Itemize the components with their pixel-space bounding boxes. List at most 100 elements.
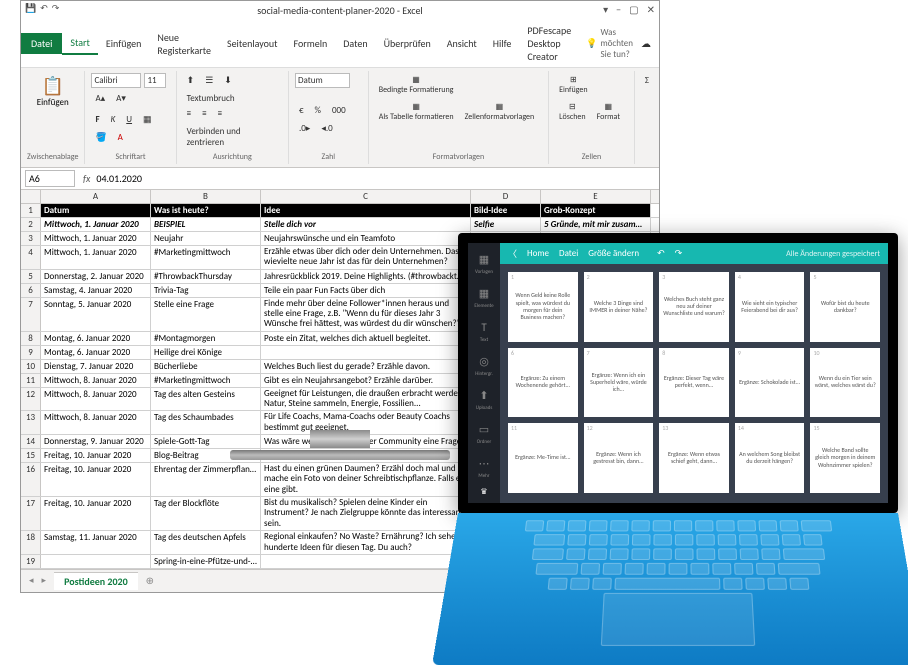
format-as-table-button[interactable]: ▦Als Tabelle formatieren <box>375 100 458 124</box>
new-sheet-icon[interactable]: ⊕ <box>146 574 154 587</box>
align-bottom-icon[interactable]: ⬇ <box>220 73 236 88</box>
design-card[interactable]: 8Ergänze: Dieser Tag wäre perfekt, wenn.… <box>659 348 729 418</box>
row-number[interactable]: 5 <box>21 270 41 283</box>
canva-canvas[interactable]: 1Wenn Geld keine Rolle spielt, was würde… <box>500 264 888 503</box>
design-card[interactable]: 11Ergänze: Me-Time ist... <box>508 423 578 493</box>
row-number[interactable]: 16 <box>21 463 41 496</box>
cell-datum[interactable]: Montag, 6. Januar 2020 <box>41 332 151 345</box>
autosum-icon[interactable]: Σ <box>641 73 653 88</box>
decrease-decimal-icon[interactable]: ◂.0 <box>317 121 336 136</box>
row-number[interactable]: 7 <box>21 298 41 331</box>
cell-datum[interactable]: Freitag, 10. Januar 2020 <box>41 449 151 462</box>
cell-datum[interactable]: Dienstag, 7. Januar 2020 <box>41 360 151 373</box>
align-center-icon[interactable]: ≡ <box>198 106 210 121</box>
cell-idee[interactable]: Neujahrswünsche und ein Teamfoto <box>261 232 471 245</box>
design-card[interactable]: 14An welchem Song bleibst du derzeit hän… <box>735 423 805 493</box>
row-number[interactable]: 1 <box>21 204 41 217</box>
italic-button[interactable]: K <box>107 112 120 127</box>
design-card[interactable]: 3Welches Buch steht ganz neu auf deiner … <box>659 272 729 342</box>
formula-input[interactable] <box>96 172 655 185</box>
cell-datum[interactable]: Sonntag, 5. Januar 2020 <box>41 298 151 331</box>
row-number[interactable]: 3 <box>21 232 41 245</box>
sidebar-item[interactable]: TText <box>474 317 494 343</box>
decrease-font-icon[interactable]: A▾ <box>112 91 130 106</box>
sidebar-item[interactable]: ▦Elemente <box>474 283 494 309</box>
redo-icon[interactable]: ↷ <box>675 248 683 259</box>
name-box[interactable] <box>25 170 75 187</box>
cell-was-ist-heute[interactable]: Tag des deutschen Apfels <box>151 531 261 554</box>
align-right-icon[interactable]: ≡ <box>214 106 226 121</box>
close-icon[interactable]: ✕ <box>647 3 655 16</box>
cell-datum[interactable]: Mittwoch, 1. Januar 2020 <box>41 246 151 269</box>
sidebar-item[interactable]: ◎Hintergr. <box>474 351 494 377</box>
window-controls[interactable]: ▾ − ▢ ✕ <box>603 3 655 16</box>
cell-datum[interactable]: Mittwoch, 8. Januar 2020 <box>41 388 151 411</box>
cell-idee[interactable]: Regional einkaufen? No Waste? Ernährung?… <box>261 531 471 554</box>
header-was-ist-heute[interactable]: Was ist heute? <box>151 204 261 217</box>
row-number[interactable]: 14 <box>21 435 41 448</box>
design-card[interactable]: 5Wofür bist du heute dankbar? <box>810 272 880 342</box>
number-format-select[interactable]: Datum <box>295 73 350 88</box>
cell-datum[interactable]: Samstag, 11. Januar 2020 <box>41 531 151 554</box>
cell-idee[interactable]: Bist du musikalisch? Spielen deine Kinde… <box>261 497 471 530</box>
trackpad[interactable] <box>601 593 755 646</box>
font-color-button[interactable]: A <box>114 130 127 145</box>
row-number[interactable]: 4 <box>21 246 41 269</box>
row-number[interactable]: 9 <box>21 346 41 359</box>
cell-was-ist-heute[interactable]: #Marketingmittwoch <box>151 246 261 269</box>
col-header-b[interactable]: B <box>151 190 261 203</box>
row-number[interactable]: 11 <box>21 374 41 387</box>
cell-was-ist-heute[interactable]: Ehrentag der Zimmerpflanze <box>151 463 261 496</box>
format-cells-button[interactable]: ▦Format <box>593 100 624 124</box>
design-card[interactable]: 15Welche Band sollte gleich morgen in de… <box>810 423 880 493</box>
col-header-c[interactable]: C <box>261 190 471 203</box>
design-card[interactable]: 7Ergänze: Wenn ich ein Superheld wäre, w… <box>584 348 654 418</box>
sidebar-item[interactable]: ⋯Mehr <box>474 453 494 479</box>
design-card[interactable]: 2Welche 3 Dinge sind IMMER in deiner Näh… <box>584 272 654 342</box>
row-number[interactable]: 10 <box>21 360 41 373</box>
nav-resize[interactable]: Größe ändern <box>588 248 639 259</box>
cell-was-ist-heute[interactable]: #Marketingmittwoch <box>151 374 261 387</box>
cell-styles-button[interactable]: ▦Zellenformatvorlagen <box>461 100 539 124</box>
row-number[interactable]: 13 <box>21 411 41 434</box>
cell-idee[interactable]: Welches Buch liest du gerade? Erzähle da… <box>261 360 471 373</box>
cell-idee[interactable]: Finde mehr über deine Follower*innen her… <box>261 298 471 331</box>
sidebar-item[interactable]: ⬆Uploads <box>474 385 494 411</box>
crown-icon[interactable]: ♛ <box>480 487 487 497</box>
cell-was-ist-heute[interactable]: Stelle eine Frage <box>151 298 261 331</box>
tab-daten[interactable]: Daten <box>335 33 375 54</box>
design-card[interactable]: 9Ergänze: Schokolade ist... <box>735 348 805 418</box>
header-idee[interactable]: Idee <box>261 204 471 217</box>
col-header-a[interactable]: A <box>41 190 151 203</box>
align-left-icon[interactable]: ≡ <box>183 106 195 121</box>
sheet-nav-prev-icon[interactable]: ◂ <box>29 575 34 586</box>
tab-einfuegen[interactable]: Einfügen <box>98 33 150 54</box>
merge-center-button[interactable]: Verbinden und zentrieren <box>183 124 282 150</box>
currency-icon[interactable]: € <box>295 103 308 118</box>
cell-bild-idee[interactable]: Selfie <box>471 218 541 231</box>
font-name-select[interactable]: Calibri <box>91 73 141 88</box>
nav-home[interactable]: Home <box>527 248 549 259</box>
align-middle-icon[interactable]: ☰ <box>201 73 217 88</box>
insert-cells-button[interactable]: ⊞Einfügen <box>555 73 591 97</box>
cond-format-button[interactable]: ▦Bedingte Formatierung <box>375 73 458 97</box>
header-grob-konzept[interactable]: Grob-Konzept <box>541 204 651 217</box>
sidebar-item[interactable]: ▦Vorlagen <box>474 249 494 275</box>
tab-start[interactable]: Start <box>62 32 97 55</box>
tab-hilfe[interactable]: Hilfe <box>485 33 520 54</box>
cell-was-ist-heute[interactable]: Tag der Blockflöte <box>151 497 261 530</box>
redo-icon[interactable]: ↷ <box>52 3 60 14</box>
fx-icon[interactable]: fx <box>83 172 90 185</box>
increase-font-icon[interactable]: A▴ <box>91 91 109 106</box>
cell-idee[interactable]: Poste ein Zitat, welches dich aktuell be… <box>261 332 471 345</box>
keyboard[interactable] <box>432 513 908 665</box>
bold-button[interactable]: F <box>91 112 103 127</box>
header-bild-idee[interactable]: Bild-Idee <box>471 204 541 217</box>
comma-icon[interactable]: 000 <box>328 103 350 118</box>
percent-icon[interactable]: % <box>311 103 325 118</box>
fill-color-button[interactable]: 🪣 <box>91 130 110 145</box>
tab-seitenlayout[interactable]: Seitenlayout <box>219 33 286 54</box>
design-card[interactable]: 10Wenn du ein Tier sein wärst, welches w… <box>810 348 880 418</box>
cell-datum[interactable]: Mittwoch, 1. Januar 2020 <box>41 218 151 231</box>
share-button[interactable]: ☁ <box>633 34 659 53</box>
